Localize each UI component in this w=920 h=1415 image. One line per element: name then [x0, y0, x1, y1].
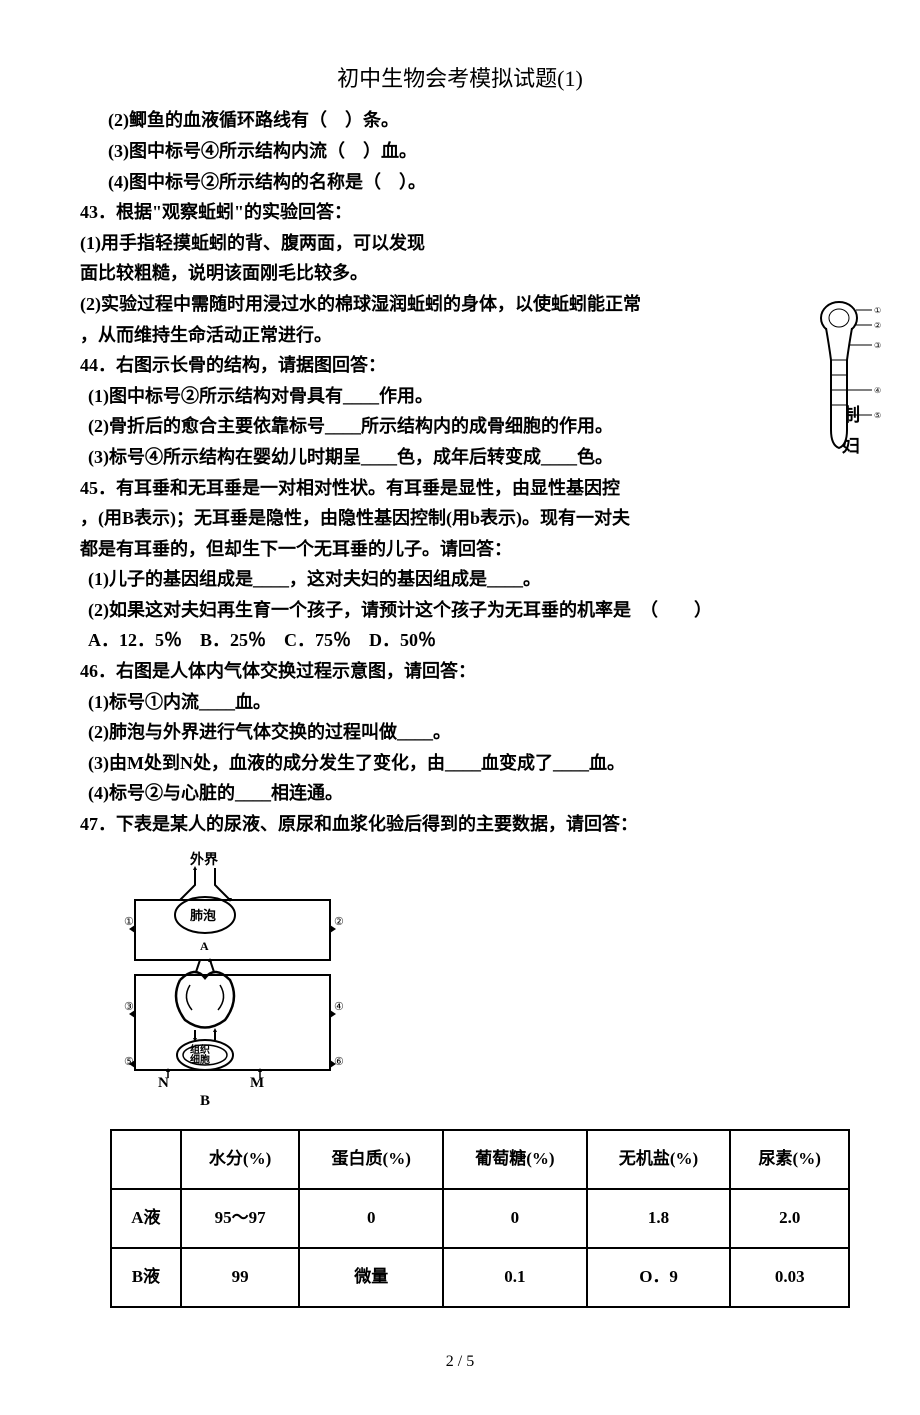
- data-table: 水分(%) 蛋白质(%) 葡萄糖(%) 无机盐(%) 尿素(%) A液 95～9…: [110, 1129, 850, 1308]
- q46-3: (3)由M处到N处，血液的成分发生了变化，由____血变成了____血。: [80, 748, 840, 779]
- label-outer: 外界: [190, 851, 219, 868]
- q45-2: (2)如果这对夫妇再生育一个孩子，请预计这个孩子为无耳垂的机率是 （ ）: [80, 595, 840, 626]
- q43-1b: 面比较粗糙，说明该面刚毛比较多。: [80, 258, 840, 289]
- question-content: (2)鲫鱼的血液循环路线有（ ）条。 (3)图中标号④所示结构内流（ ）血。 (…: [80, 105, 840, 839]
- svg-text:⑥: ⑥: [334, 1056, 344, 1068]
- th-salt: 无机盐(%): [587, 1130, 731, 1189]
- svg-text:④: ④: [874, 386, 881, 395]
- cell-a-salt: 1.8: [587, 1189, 731, 1248]
- cell-b-label: B液: [111, 1248, 181, 1307]
- cell-b-glucose: 0.1: [443, 1248, 587, 1307]
- svg-text:②: ②: [334, 916, 344, 928]
- svg-text:①: ①: [874, 306, 881, 315]
- svg-text:②: ②: [874, 321, 881, 330]
- q45-c: 都是有耳垂的，但却生下一个无耳垂的儿子。请回答：: [80, 534, 840, 565]
- svg-text:③: ③: [124, 1001, 134, 1013]
- line-q42-3: (3)图中标号④所示结构内流（ ）血。: [80, 136, 840, 167]
- th-blank: [111, 1130, 181, 1189]
- q43-title: 43．根据"观察蚯蚓"的实验回答：: [80, 197, 840, 228]
- page-title: 初中生物会考模拟试题(1): [80, 60, 840, 97]
- q44-title: 44．右图示长骨的结构，请据图回答：: [80, 350, 840, 381]
- q43-2b: ，从而维持生命活动正常进行。: [80, 320, 840, 351]
- q44-3: (3)标号④所示结构在婴幼儿时期呈____色，成年后转变成____色。: [80, 442, 840, 473]
- q46-2: (2)肺泡与外界进行气体交换的过程叫做____。: [80, 717, 840, 748]
- th-urea: 尿素(%): [730, 1130, 849, 1189]
- gas-exchange-diagram: 外界 肺泡 ① ② A ③ ④ ⑤ ⑥ 组织 细胞 N M: [120, 850, 360, 1120]
- svg-text:A: A: [200, 939, 209, 953]
- q45-a: 45．有耳垂和无耳垂是一对相对性状。有耳垂是显性，由显性基因控: [80, 473, 840, 504]
- page-number: 2 / 5: [80, 1348, 840, 1375]
- cell-b-water: 99: [181, 1248, 300, 1307]
- q46-4: (4)标号②与心脏的____相连通。: [80, 778, 840, 809]
- table-row-b: B液 99 微量 0.1 O．9 0.03: [111, 1248, 849, 1307]
- q43-1a: (1)用手指轻摸蚯蚓的背、腹两面，可以发现: [80, 228, 840, 259]
- line-q42-4: (4)图中标号②所示结构的名称是（ ）。: [80, 167, 840, 198]
- cell-a-protein: 0: [299, 1189, 443, 1248]
- th-water: 水分(%): [181, 1130, 300, 1189]
- svg-text:⑤: ⑤: [874, 411, 881, 420]
- svg-text:④: ④: [334, 1001, 344, 1013]
- svg-text:细胞: 细胞: [190, 1053, 210, 1066]
- cell-a-glucose: 0: [443, 1189, 587, 1248]
- table-row-a: A液 95～97 0 0 1.8 2.0: [111, 1189, 849, 1248]
- cell-b-protein: 微量: [299, 1248, 443, 1307]
- q45-b: ，(用B表示)；无耳垂是隐性，由隐性基因控制(用b表示)。现有一对夫: [80, 503, 840, 534]
- q47-title: 47．下表是某人的尿液、原尿和血浆化验后得到的主要数据，请回答：: [80, 809, 840, 840]
- q44-1: (1)图中标号②所示结构对骨具有____作用。: [80, 381, 840, 412]
- q43-2a: (2)实验过程中需随时用浸过水的棉球湿润蚯蚓的身体，以使蚯蚓能正常: [80, 289, 840, 320]
- bone-diagram: ① ② ③ ④ ⑤: [814, 300, 884, 470]
- cell-a-water: 95～97: [181, 1189, 300, 1248]
- q46-1: (1)标号①内流____血。: [80, 687, 840, 718]
- cell-a-label: A液: [111, 1189, 181, 1248]
- th-protein: 蛋白质(%): [299, 1130, 443, 1189]
- label-lung: 肺泡: [190, 908, 216, 923]
- cell-b-urea: 0.03: [730, 1248, 849, 1307]
- label-b: B: [200, 1093, 210, 1109]
- label-m: M: [250, 1075, 264, 1091]
- svg-text:①: ①: [124, 916, 134, 928]
- q45-1: (1)儿子的基因组成是____，这对夫妇的基因组成是____。: [80, 564, 840, 595]
- cell-b-salt: O．9: [587, 1248, 731, 1307]
- q44-2: (2)骨折后的愈合主要依靠标号____所示结构内的成骨细胞的作用。: [80, 411, 840, 442]
- svg-text:③: ③: [874, 341, 881, 350]
- q45-options: A．12．5％ B．25％ C．75％ D．50％: [80, 625, 840, 656]
- table-header-row: 水分(%) 蛋白质(%) 葡萄糖(%) 无机盐(%) 尿素(%): [111, 1130, 849, 1189]
- line-q42-2: (2)鲫鱼的血液循环路线有（ ）条。: [80, 105, 840, 136]
- q46-title: 46．右图是人体内气体交换过程示意图，请回答：: [80, 656, 840, 687]
- th-glucose: 葡萄糖(%): [443, 1130, 587, 1189]
- cell-a-urea: 2.0: [730, 1189, 849, 1248]
